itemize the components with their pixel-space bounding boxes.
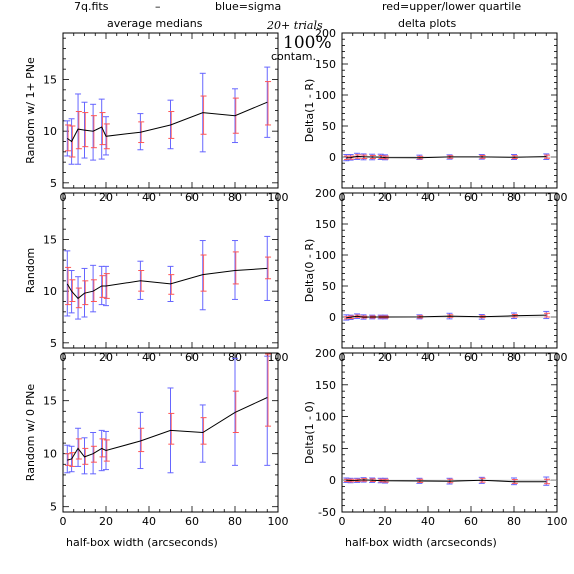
- header-blue-label: blue=sigma: [215, 0, 281, 13]
- y-tick-label: 0: [329, 311, 336, 324]
- y-tick-label: 150: [315, 58, 336, 71]
- y-tick-label: 5: [50, 501, 57, 514]
- x-tick-label: 100: [268, 515, 289, 528]
- x-tick-label: 80: [228, 515, 242, 528]
- y-tick-label: 150: [315, 218, 336, 231]
- left-column-title: average medians: [107, 17, 203, 30]
- x-tick-label: 0: [339, 515, 346, 528]
- y-tick-label: 0: [329, 474, 336, 487]
- y-tick-label: 15: [43, 74, 57, 87]
- median-line: [67, 397, 268, 461]
- y-tick-label: 15: [43, 234, 57, 247]
- header-red-label: red=upper/lower quartile: [382, 0, 521, 13]
- y-axis-label: Random w/ 0 PNe: [24, 384, 37, 482]
- panel-frame: [341, 192, 558, 349]
- y-tick-label: 200: [315, 347, 336, 360]
- x-axis-label-left: half-box width (arcseconds): [66, 536, 218, 549]
- y-axis-label: Random w/ 1+ PNe: [24, 57, 37, 164]
- y-tick-label: 50: [322, 280, 336, 293]
- contam-label: contam.: [271, 50, 316, 63]
- panel-frame: [341, 32, 558, 189]
- median-line: [346, 155, 547, 159]
- panel-left-bottom: 0 20 40 60 80 100 5 10 15 Random w/ 0 PNe: [24, 352, 289, 528]
- median-line: [346, 479, 547, 483]
- y-axis-label: Delta(0 - R): [303, 239, 316, 303]
- y-tick-label: 10: [43, 125, 57, 138]
- y-tick-label: 10: [43, 448, 57, 461]
- x-axis-label-right: half-box width (arcseconds): [345, 536, 497, 549]
- header-filename: 7q.fits: [74, 0, 109, 13]
- y-tick-label: 150: [315, 379, 336, 392]
- x-tick-label: 0: [60, 515, 67, 528]
- y-tick-label: 15: [43, 395, 57, 408]
- x-tick-label: 80: [507, 515, 521, 528]
- x-tick-label: 100: [547, 515, 568, 528]
- y-tick-label: 5: [50, 337, 57, 350]
- x-tick-label: 40: [142, 515, 156, 528]
- y-tick-label: 5: [50, 177, 57, 190]
- median-line: [346, 314, 547, 319]
- y-axis-label: Random: [24, 248, 37, 294]
- y-tick-label: 10: [43, 285, 57, 298]
- x-tick-label: 20: [378, 515, 392, 528]
- trials-label: 20+ trials: [266, 19, 323, 32]
- right-column-title: delta plots: [398, 17, 456, 30]
- panel-frame: [341, 352, 558, 513]
- y-tick-label: 100: [315, 249, 336, 262]
- header-dash: –: [155, 0, 161, 13]
- x-tick-label: 20: [99, 515, 113, 528]
- y-tick-label: -50: [318, 506, 336, 519]
- x-tick-label: 60: [464, 515, 478, 528]
- y-axis-label: Delta(1 - R): [303, 79, 316, 143]
- y-tick-label: 100: [315, 411, 336, 424]
- x-tick-label: 40: [421, 515, 435, 528]
- median-line: [67, 101, 268, 143]
- x-tick-label: 60: [185, 515, 199, 528]
- y-tick-label: 200: [315, 187, 336, 200]
- y-tick-label: 100: [315, 89, 336, 102]
- y-tick-label: 0: [329, 151, 336, 164]
- y-tick-label: 200: [315, 27, 336, 40]
- y-tick-label: 50: [322, 442, 336, 455]
- y-tick-label: 50: [322, 120, 336, 133]
- percent-label: 100%: [283, 33, 332, 53]
- y-axis-label: Delta(1 - 0): [303, 401, 316, 464]
- median-line: [66, 267, 268, 300]
